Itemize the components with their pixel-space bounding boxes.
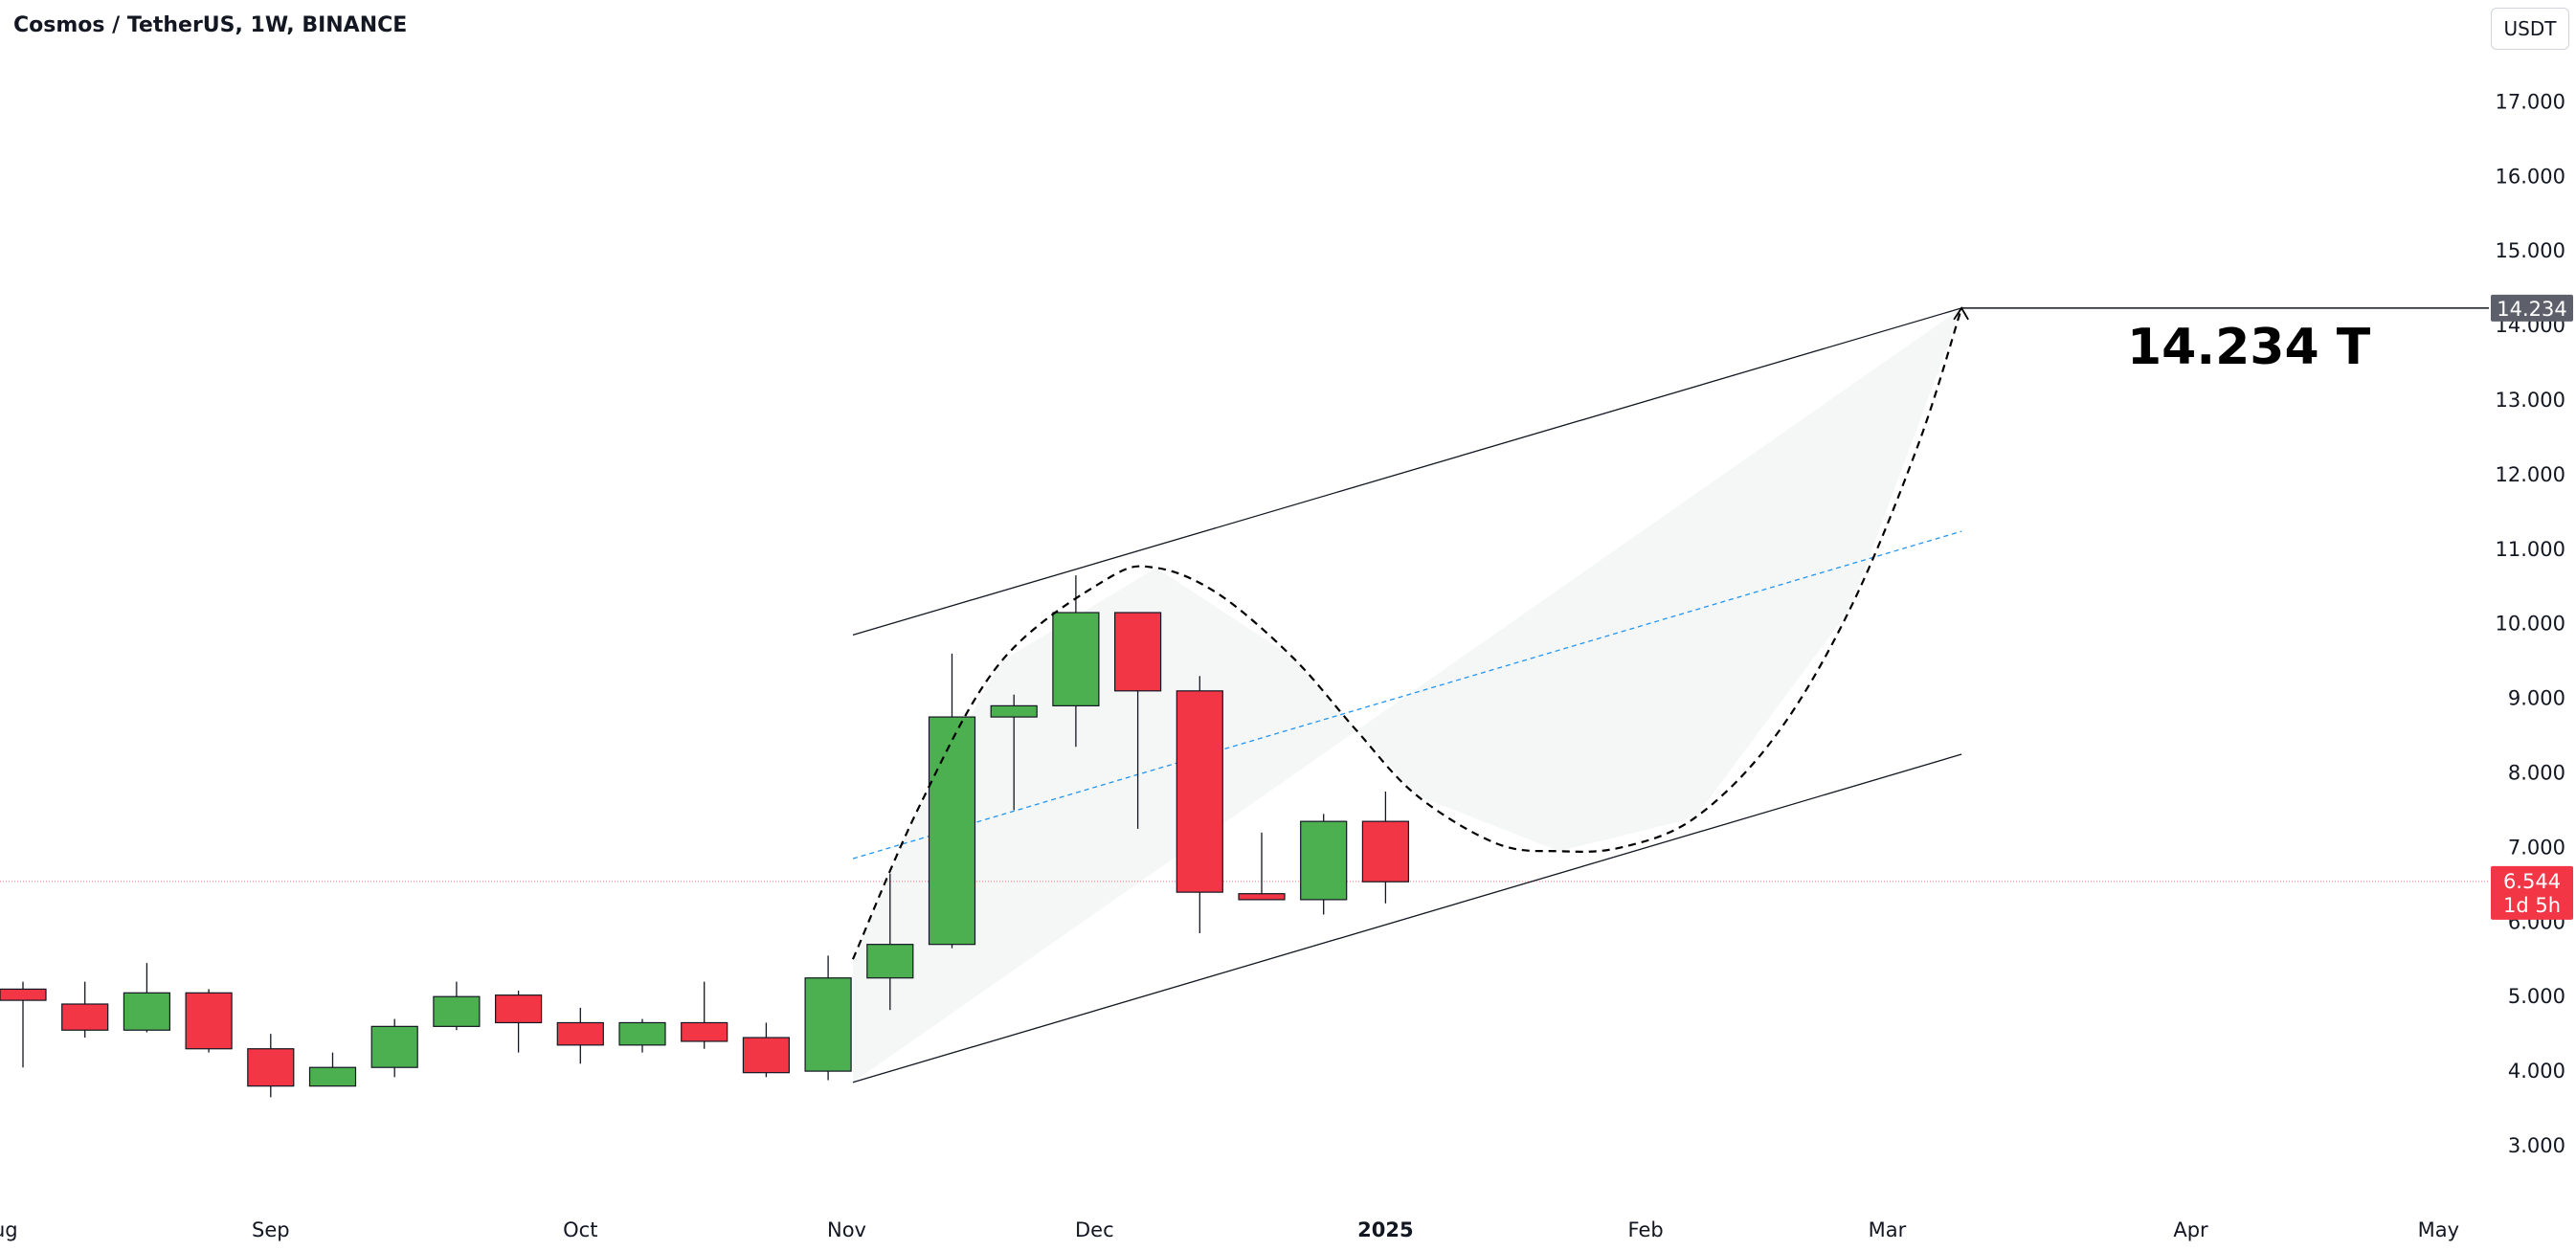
y-tick-label: 4.000 <box>2508 1060 2565 1083</box>
candle-body <box>494 994 543 1024</box>
target-price-bg <box>2491 294 2573 322</box>
candle-body <box>308 1066 357 1087</box>
x-tick-label: Oct <box>563 1218 597 1241</box>
candle[interactable] <box>123 963 170 1033</box>
candle[interactable] <box>0 981 47 1068</box>
candle[interactable] <box>494 990 543 1053</box>
projection-arrow-head <box>1953 306 1969 321</box>
candle[interactable] <box>370 1018 418 1078</box>
candle[interactable] <box>61 981 109 1039</box>
chart-title: Cosmos / TetherUS, 1W, BINANCE <box>13 13 408 37</box>
x-tick-label: Dec <box>1075 1218 1114 1241</box>
y-tick-label: 7.000 <box>2508 836 2565 859</box>
target-price-label: 14.234 <box>2491 294 2573 322</box>
y-tick-label: 10.000 <box>2496 613 2565 636</box>
candle-body <box>1238 893 1286 901</box>
candle-body <box>0 988 47 1001</box>
y-tick-label: 13.000 <box>2496 389 2565 412</box>
candle[interactable] <box>1300 814 1348 915</box>
channel-lines-layer <box>0 307 2489 1083</box>
candle[interactable] <box>866 873 914 1011</box>
candle-body <box>866 944 914 979</box>
candle[interactable] <box>681 981 728 1049</box>
projection-area-layer <box>853 307 1962 1083</box>
x-tick-label: Sep <box>252 1218 290 1241</box>
projection-area <box>853 307 1962 1083</box>
y-tick-label: 15.000 <box>2496 239 2565 262</box>
candle-body <box>1361 820 1410 882</box>
projection-path-layer <box>851 306 1969 960</box>
y-tick-label: 9.000 <box>2508 687 2565 710</box>
y-tick-label: 17.000 <box>2496 90 2565 113</box>
time-axis[interactable]: Aug Sep Oct Nov Dec 2025 Feb Mar Apr May <box>0 1218 2459 1241</box>
x-tick-label: Nov <box>827 1218 866 1241</box>
y-tick-label: 3.000 <box>2508 1134 2565 1157</box>
candle-body <box>618 1021 666 1046</box>
candle[interactable] <box>247 1034 295 1098</box>
candle[interactable] <box>556 1007 604 1064</box>
currency-button[interactable]: USDT <box>2491 8 2569 50</box>
candle[interactable] <box>1052 575 1100 748</box>
candle[interactable] <box>990 694 1038 811</box>
candle-body <box>1113 612 1162 692</box>
candle-body <box>681 1021 728 1042</box>
channel-upper-line <box>852 307 1962 637</box>
y-tick-label: 12.000 <box>2496 463 2565 486</box>
candle-body <box>61 1003 109 1031</box>
candle-body <box>556 1021 604 1046</box>
x-tick-label: Apr <box>2173 1218 2208 1241</box>
candle[interactable] <box>433 981 481 1031</box>
current-price-text: 6.544 <box>2503 870 2561 893</box>
price-axis[interactable]: 3.0004.0005.0006.0007.0008.0009.00010.00… <box>2496 90 2565 1157</box>
candle-body <box>928 716 976 946</box>
candle[interactable] <box>928 653 976 949</box>
y-tick-label: 11.000 <box>2496 538 2565 561</box>
candle-body <box>433 995 481 1027</box>
candle-body <box>990 704 1038 718</box>
target-annotation: 14.234 T <box>2127 319 2371 376</box>
candle[interactable] <box>618 1018 666 1053</box>
candle[interactable] <box>1113 612 1162 829</box>
candle[interactable] <box>1176 676 1223 933</box>
x-tick-label: Aug <box>0 1218 18 1241</box>
y-tick-label: 5.000 <box>2508 985 2565 1008</box>
candle-body <box>185 992 233 1050</box>
candle-body <box>1176 690 1223 893</box>
y-tick-label: 16.000 <box>2496 165 2565 188</box>
candle-body <box>1052 612 1100 706</box>
current-price-bg <box>2491 865 2573 920</box>
x-tick-label: Feb <box>1628 1218 1664 1241</box>
candle-body <box>1300 820 1348 901</box>
projection-path <box>851 307 1963 960</box>
channel-mid-line <box>852 530 1962 860</box>
candle-body <box>370 1025 418 1068</box>
candle[interactable] <box>804 955 852 1081</box>
x-tick-label: May <box>2418 1218 2459 1241</box>
candle[interactable] <box>1238 832 1286 901</box>
channel-lower-line <box>852 753 1962 1083</box>
candle-body <box>247 1048 295 1087</box>
candle[interactable] <box>742 1022 791 1078</box>
candle[interactable] <box>185 989 233 1053</box>
x-tick-label: 2025 <box>1357 1218 1413 1241</box>
candle-body <box>123 992 170 1031</box>
countdown-text: 1d 5h <box>2503 894 2561 917</box>
candle-body <box>804 977 852 1072</box>
candle-body <box>742 1037 791 1074</box>
y-tick-label: 8.000 <box>2508 762 2565 785</box>
candle[interactable] <box>1361 791 1410 904</box>
candles-layer[interactable] <box>0 575 1410 1098</box>
x-tick-label: Mar <box>1869 1218 1907 1241</box>
candle[interactable] <box>308 1052 357 1087</box>
target-price-text: 14.234 <box>2497 298 2566 321</box>
